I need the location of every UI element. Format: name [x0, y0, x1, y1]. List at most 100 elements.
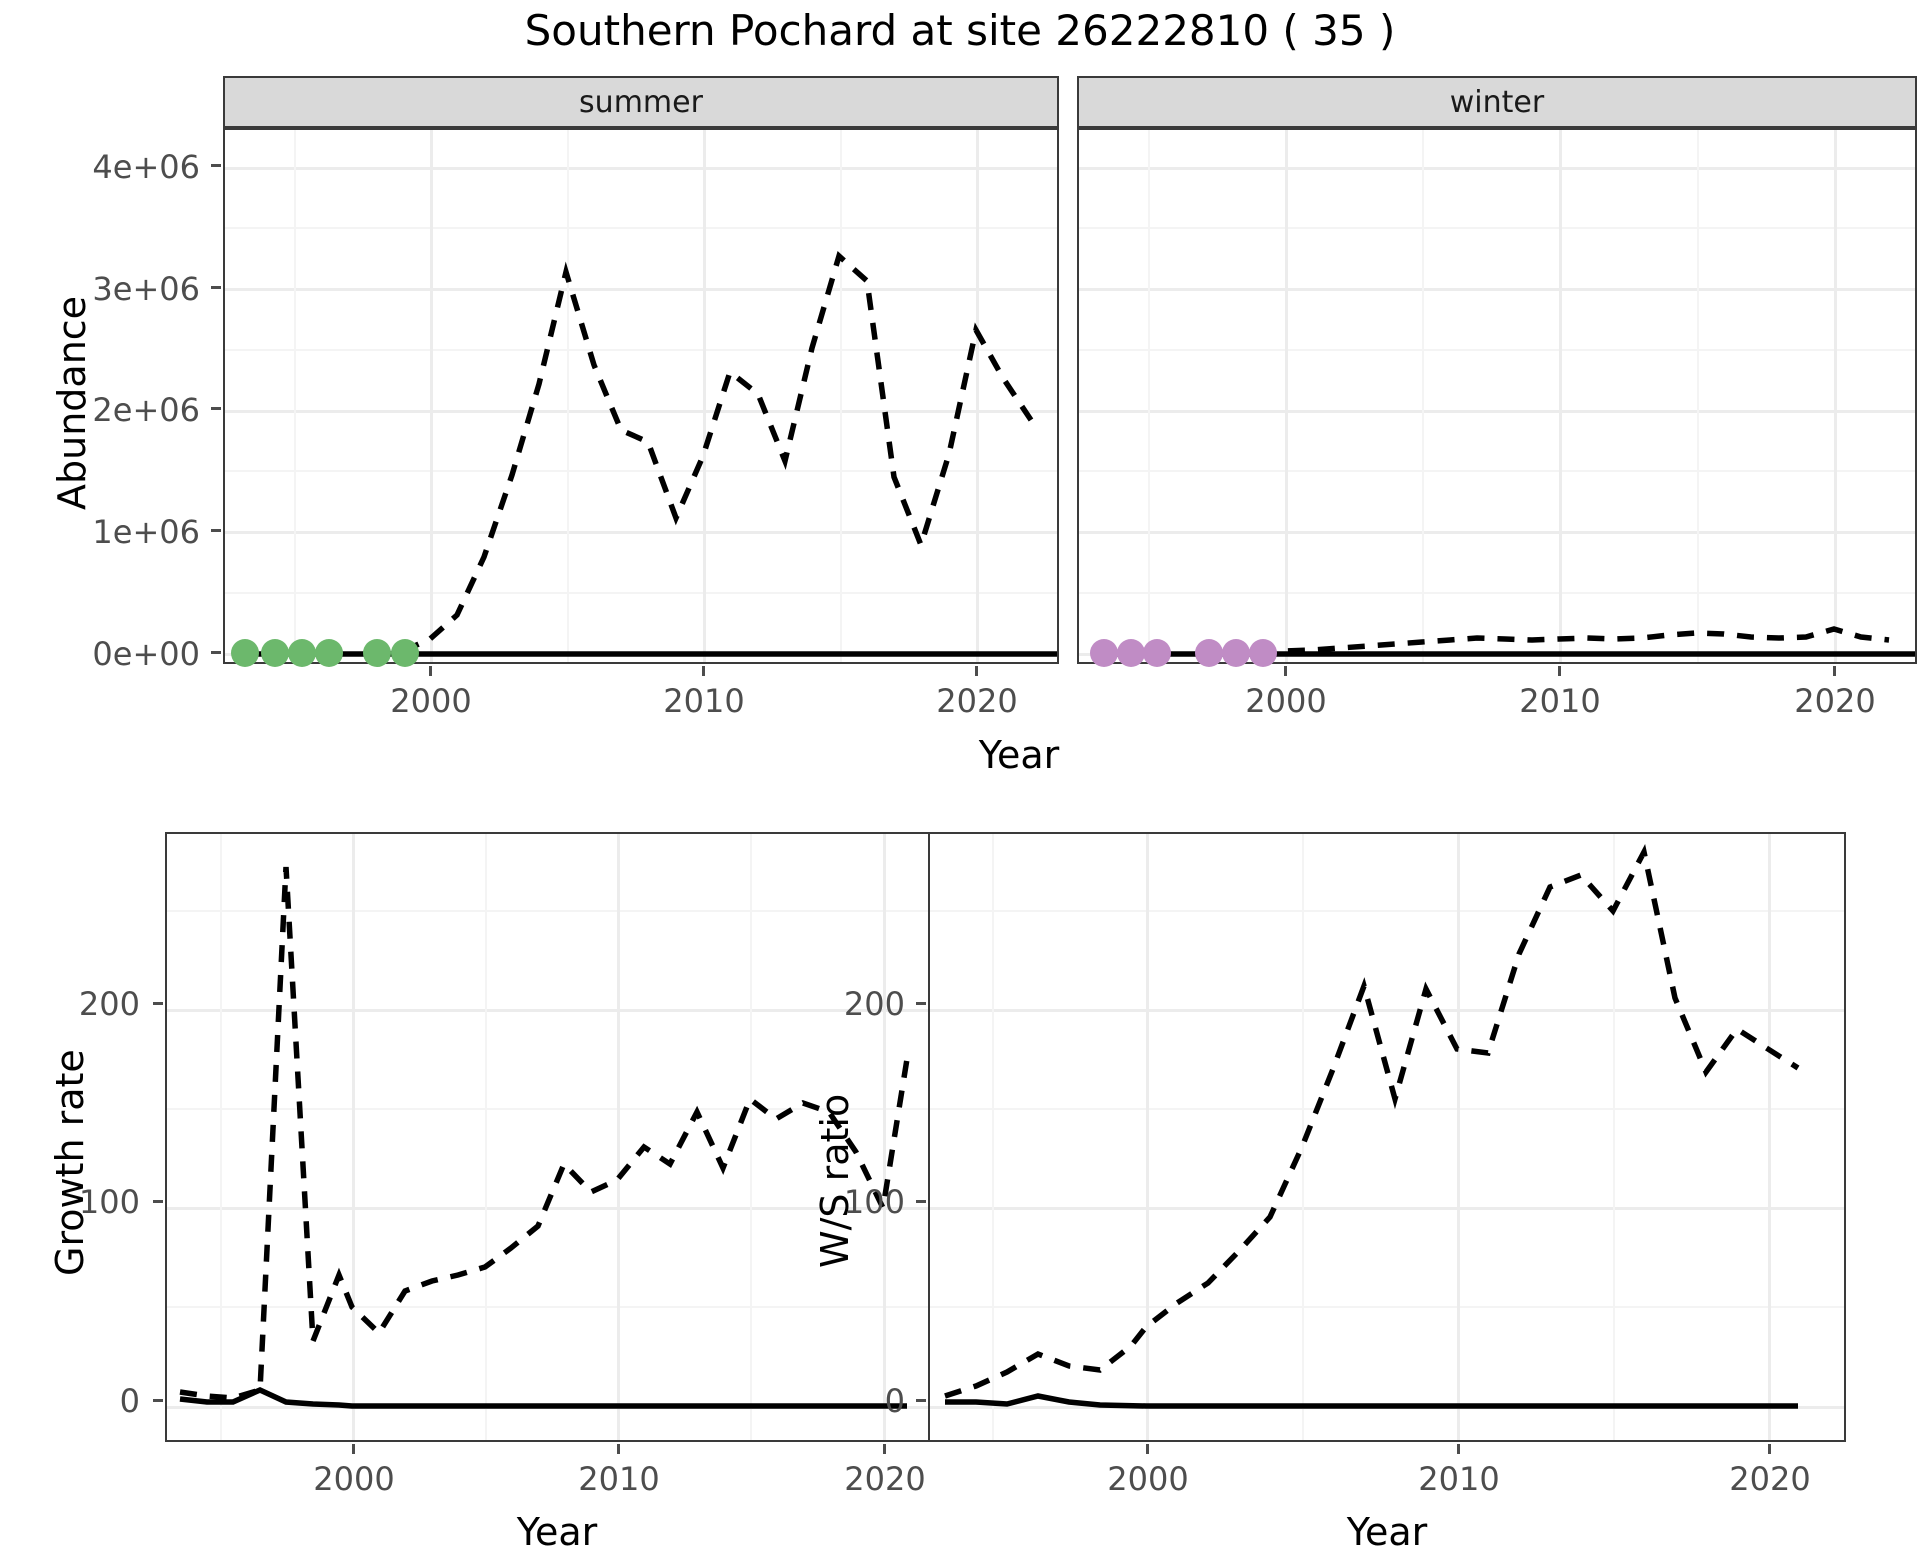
xtick-label-winter-2000: 2000 [1245, 682, 1327, 720]
ws-ratio-lines [944, 843, 1800, 1409]
ytick-mark-0e00 [211, 651, 221, 654]
gridline-growth-x-minor-2015 [750, 834, 752, 1440]
ytick-mark-growth-200 [153, 1002, 163, 1005]
xtick-label-ws-2000: 2000 [1107, 1460, 1189, 1498]
ytick-mark-growth-0 [153, 1399, 163, 1402]
survey-point-summer [261, 639, 289, 667]
gridline-growth-minor-2 [167, 1108, 948, 1110]
xtick-mark-ws-2010 [1457, 1444, 1460, 1454]
gridline-ws-x-minor-1995 [992, 834, 994, 1440]
gridline-x-minor-2015 [840, 130, 842, 662]
gridline-growth-minor-1 [167, 910, 948, 912]
summer-survey-points [231, 639, 419, 667]
series-ws-modelled [944, 843, 1800, 1399]
xaxis-title-growth-rate: Year [516, 1510, 598, 1554]
gridline-x-2000 [430, 130, 433, 662]
gridline-y-2e06 [225, 410, 1057, 413]
gridline-x-minor-2005 [567, 130, 569, 662]
gridline-y-1e06 [1079, 531, 1915, 534]
gridline-y-minor-3 [225, 470, 1057, 472]
xtick-mark-winter-2000 [1284, 666, 1287, 676]
gridline-y-3e06 [1079, 288, 1915, 291]
gridline-x-minor-2005 [1422, 130, 1424, 662]
facet-strip-summer-label: summer [579, 84, 703, 120]
ytick-label-abundance-0e00: 0e+00 [92, 635, 200, 673]
xtick-label-ws-2010: 2010 [1418, 1460, 1500, 1498]
xaxis-title-abundance: Year [978, 733, 1060, 777]
gridline-growth-x-minor-2005 [485, 834, 487, 1440]
survey-point-winter [1090, 639, 1118, 667]
survey-point-winter [1143, 639, 1171, 667]
gridline-ws-200 [930, 1009, 1844, 1012]
gridline-x-2010 [1559, 130, 1562, 662]
gridline-ws-x-2000 [1146, 834, 1149, 1440]
panel-ws-ratio [928, 832, 1846, 1442]
ytick-mark-2e06 [211, 407, 221, 410]
ytick-label-abundance-3e06: 3e+06 [92, 270, 200, 308]
xtick-mark-growth-2010 [617, 1444, 620, 1454]
gridline-growth-minor-3 [167, 1306, 948, 1308]
xtick-label-growth-2000: 2000 [313, 1460, 395, 1498]
xtick-mark-growth-2000 [352, 1444, 355, 1454]
facet-strip-summer: summer [223, 76, 1059, 128]
survey-point-winter [1249, 639, 1277, 667]
survey-point-summer [391, 639, 419, 667]
xtick-label-winter-2010: 2010 [1519, 682, 1601, 720]
ytick-label-growth-200: 200 [78, 985, 140, 1023]
gridline-growth-x-2000 [352, 834, 355, 1440]
ytick-mark-ws-100 [916, 1200, 926, 1203]
gridline-ws-minor-3 [930, 1306, 1844, 1308]
ytick-label-growth-100: 100 [78, 1183, 140, 1221]
xtick-mark-ws-2000 [1146, 1444, 1149, 1454]
xtick-label-winter-2020: 2020 [1794, 682, 1876, 720]
gridline-growth-x-minor-1995 [220, 834, 222, 1440]
ytick-label-abundance-2e06: 2e+06 [92, 391, 200, 429]
survey-point-summer [231, 639, 259, 667]
series-growth-observed [179, 1386, 907, 1409]
xtick-mark-summer-2020 [975, 666, 978, 676]
survey-point-winter [1117, 639, 1145, 667]
gridline-y-minor-2 [1079, 349, 1915, 351]
ytick-label-growth-0: 0 [119, 1382, 140, 1420]
yaxis-title-ws-ratio: W/S ratio [813, 1093, 857, 1268]
xtick-mark-summer-2000 [429, 666, 432, 676]
xaxis-title-ws-ratio: Year [1346, 1510, 1428, 1554]
xtick-label-summer-2000: 2000 [390, 682, 472, 720]
ytick-mark-1e06 [211, 529, 221, 532]
survey-point-winter [1222, 639, 1250, 667]
gridline-y-minor-2 [225, 349, 1057, 351]
gridline-y-4e06 [1079, 167, 1915, 170]
gridline-y-minor-1 [1079, 227, 1915, 229]
panel-abundance-winter [1077, 128, 1917, 667]
xtick-label-growth-2020: 2020 [844, 1460, 926, 1498]
xtick-label-summer-2010: 2010 [663, 682, 745, 720]
gridline-ws-minor-1 [930, 910, 1844, 912]
xtick-mark-summer-2010 [702, 666, 705, 676]
ytick-label-abundance-4e06: 4e+06 [92, 148, 200, 186]
facet-strip-winter-label: winter [1449, 84, 1545, 120]
series-ws-observed [945, 1393, 1798, 1409]
gridline-y-minor-4 [225, 592, 1057, 594]
gridline-y-4e06 [225, 167, 1057, 170]
ytick-mark-4e06 [211, 164, 221, 167]
facet-strip-winter: winter [1077, 76, 1917, 128]
xtick-label-summer-2020: 2020 [936, 682, 1018, 720]
xtick-mark-ws-2020 [1768, 1444, 1771, 1454]
gridline-ws-100 [930, 1207, 1844, 1210]
gridline-x-2010 [703, 130, 706, 662]
xtick-label-ws-2020: 2020 [1729, 1460, 1811, 1498]
ytick-mark-ws-200 [916, 1002, 926, 1005]
ytick-mark-growth-100 [153, 1200, 163, 1203]
gridline-x-minor-2015 [1697, 130, 1699, 662]
gridline-y-minor-1 [225, 227, 1057, 229]
xtick-mark-growth-2020 [883, 1444, 886, 1454]
series-modelled-winter [1257, 626, 1890, 656]
gridline-x-minor-1995 [294, 130, 296, 662]
survey-point-summer [288, 639, 316, 667]
gridline-growth-x-2020 [883, 834, 886, 1440]
gridline-ws-x-minor-2005 [1302, 834, 1304, 1440]
gridline-y-minor-4 [1079, 592, 1915, 594]
gridline-ws-x-2020 [1768, 834, 1771, 1440]
gridline-y-2e06 [1079, 410, 1915, 413]
